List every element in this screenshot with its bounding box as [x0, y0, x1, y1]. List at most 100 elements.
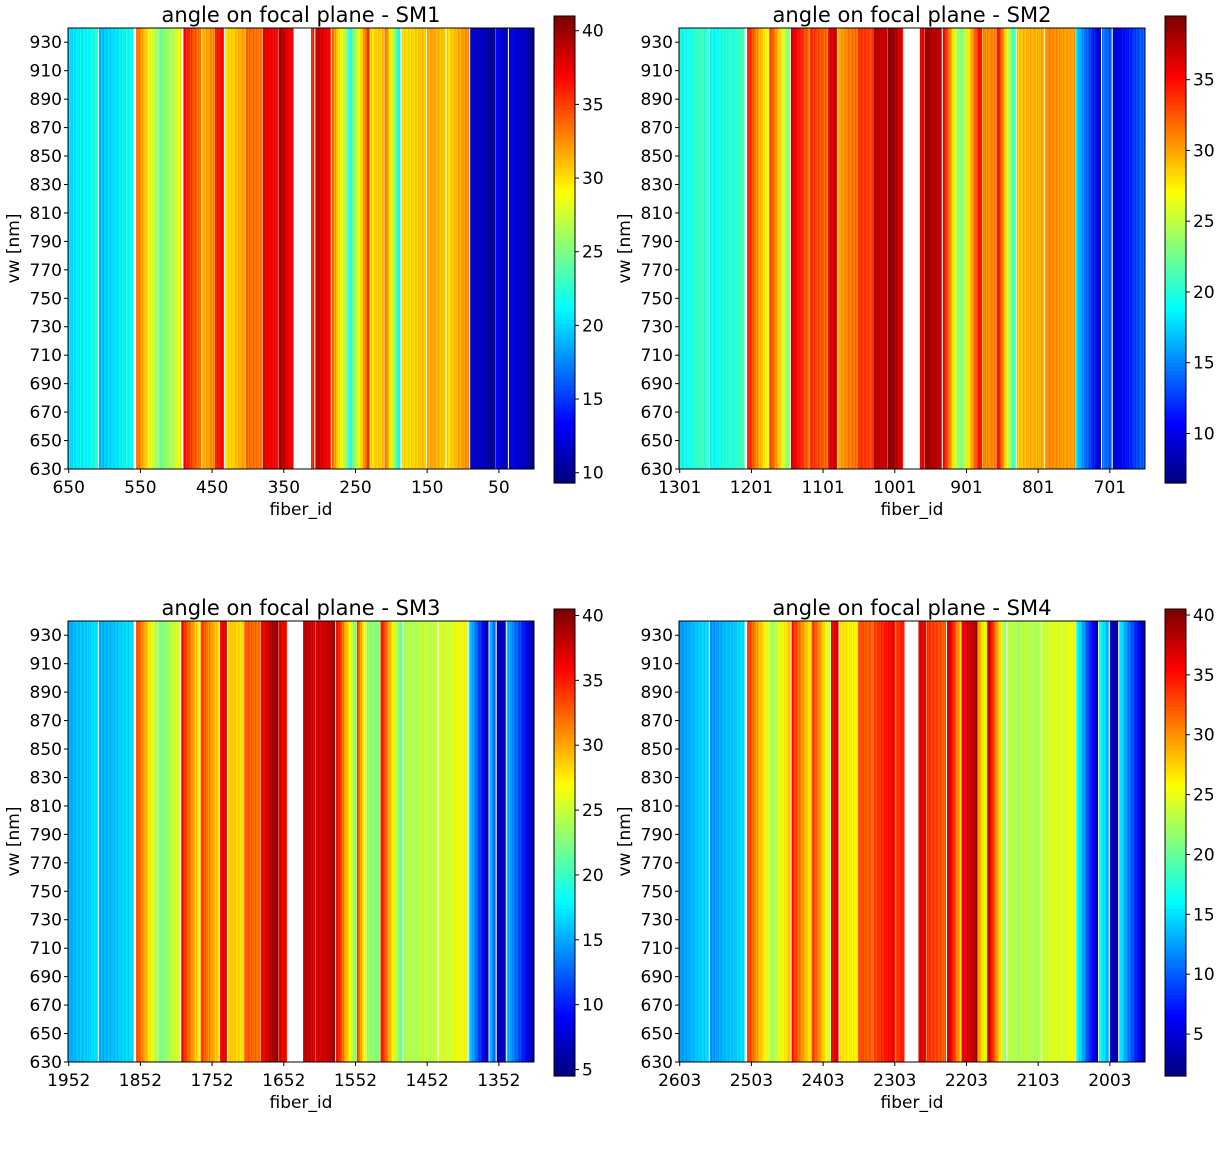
heatmap-cell [479, 621, 481, 1062]
heatmap-cell [442, 621, 445, 1062]
heatmap-cell [751, 621, 753, 1062]
heatmap-cell [74, 621, 76, 1062]
colorbar-band [554, 1005, 575, 1011]
heatmap-cell [379, 28, 381, 469]
heatmap-cell [85, 28, 87, 469]
heatmap-cell [149, 621, 151, 1062]
x-tick-label: 701 [1094, 478, 1126, 498]
colorbar-band [1165, 455, 1186, 461]
heatmap-cell [326, 28, 328, 469]
heatmap-cell [735, 28, 737, 469]
heatmap-cell [1143, 621, 1145, 1062]
heatmap-cell [798, 621, 800, 1062]
heatmap-cell [1132, 28, 1134, 469]
heatmap-cell [1099, 621, 1101, 1062]
heatmap-cell [102, 621, 104, 1062]
heatmap-cell [196, 621, 198, 1062]
heatmap-cell [419, 621, 421, 1062]
heatmap-cell [370, 28, 372, 469]
heatmap-cell [684, 621, 686, 1062]
heatmap-cell [1014, 621, 1016, 1062]
heatmap-cell [1071, 28, 1073, 469]
heatmap-cell [94, 621, 96, 1062]
heatmap-cell [993, 621, 995, 1062]
heatmap-cell [1030, 621, 1032, 1062]
heatmap-cell [803, 621, 805, 1062]
heatmap-cell [1119, 28, 1122, 469]
heatmap-cell [766, 28, 768, 469]
heatmap-cell [684, 621, 686, 1062]
heatmap-cell [179, 621, 181, 1062]
heatmap-cell [922, 621, 924, 1062]
heatmap-cell [265, 28, 267, 469]
heatmap-cell [290, 28, 293, 469]
heatmap-cell [759, 28, 761, 469]
heatmap-cell [128, 621, 130, 1062]
heatmap-cell [395, 621, 397, 1062]
heatmap-cell [800, 621, 802, 1062]
heatmap-cell [1023, 621, 1025, 1062]
heatmap-cell [1082, 621, 1084, 1062]
heatmap-cell [183, 621, 185, 1062]
heatmap-cell [160, 28, 162, 469]
colorbar-band [1165, 675, 1186, 680]
heatmap-cell [1084, 28, 1086, 469]
x-tick-label: 50 [488, 478, 510, 498]
colorbar-band [1165, 276, 1186, 282]
heatmap-cell [871, 621, 873, 1062]
heatmap-cell [717, 28, 719, 469]
heatmap-cell [1019, 621, 1021, 1062]
colorbar-band [554, 970, 575, 976]
heatmap-cell [328, 28, 331, 469]
heatmap-cell [425, 621, 427, 1062]
heatmap-cell [749, 621, 752, 1062]
colorbar-band [554, 1048, 575, 1054]
heatmap-cell [811, 621, 813, 1062]
heatmap-cell [399, 621, 401, 1062]
heatmap-cell [734, 28, 737, 469]
heatmap-cell [1023, 28, 1025, 469]
heatmap-cell [414, 621, 416, 1062]
heatmap-cell [326, 621, 328, 1062]
heatmap-cell [154, 28, 156, 469]
heatmap-cell [899, 28, 901, 469]
heatmap-cell [413, 28, 415, 469]
heatmap-cell [924, 621, 926, 1062]
heatmap-cell [140, 28, 142, 469]
heatmap-cell [440, 28, 442, 469]
colorbar-band [1165, 109, 1186, 114]
heatmap-cell [312, 621, 314, 1062]
heatmap-cell [105, 621, 108, 1062]
heatmap-cell [770, 621, 772, 1062]
colorbar-band [554, 994, 575, 999]
heatmap-cell [489, 28, 491, 469]
heatmap-cell [366, 28, 369, 469]
heatmap-cell [84, 621, 86, 1062]
heatmap-cell [110, 28, 112, 469]
heatmap-cell [940, 28, 942, 469]
heatmap-cell [1107, 28, 1109, 469]
heatmap-cell [987, 621, 990, 1062]
y-tick-label: 650 [641, 1025, 673, 1045]
heatmap-cell [1124, 28, 1127, 469]
heatmap-cell [696, 28, 699, 469]
colorbar-band [554, 998, 575, 1003]
heatmap-cell [901, 621, 903, 1062]
colorbar-band [1165, 479, 1186, 484]
heatmap-cell [208, 28, 210, 469]
y-axis-label: vw [nm] [615, 214, 635, 284]
colorbar-band [1165, 749, 1186, 754]
heatmap-cell [384, 621, 386, 1062]
heatmap-cell [854, 621, 856, 1062]
heatmap-cell [276, 621, 278, 1062]
heatmap-cell [501, 621, 503, 1062]
heatmap-cell [754, 28, 756, 469]
colorbar-band [554, 257, 575, 262]
heatmap-cell [201, 28, 203, 469]
heatmap-cell [481, 621, 483, 1062]
heatmap-cell [993, 28, 995, 469]
heatmap-cell [119, 621, 121, 1062]
heatmap-cell [382, 621, 384, 1062]
heatmap-cell [215, 621, 217, 1062]
heatmap-cell [821, 621, 823, 1062]
